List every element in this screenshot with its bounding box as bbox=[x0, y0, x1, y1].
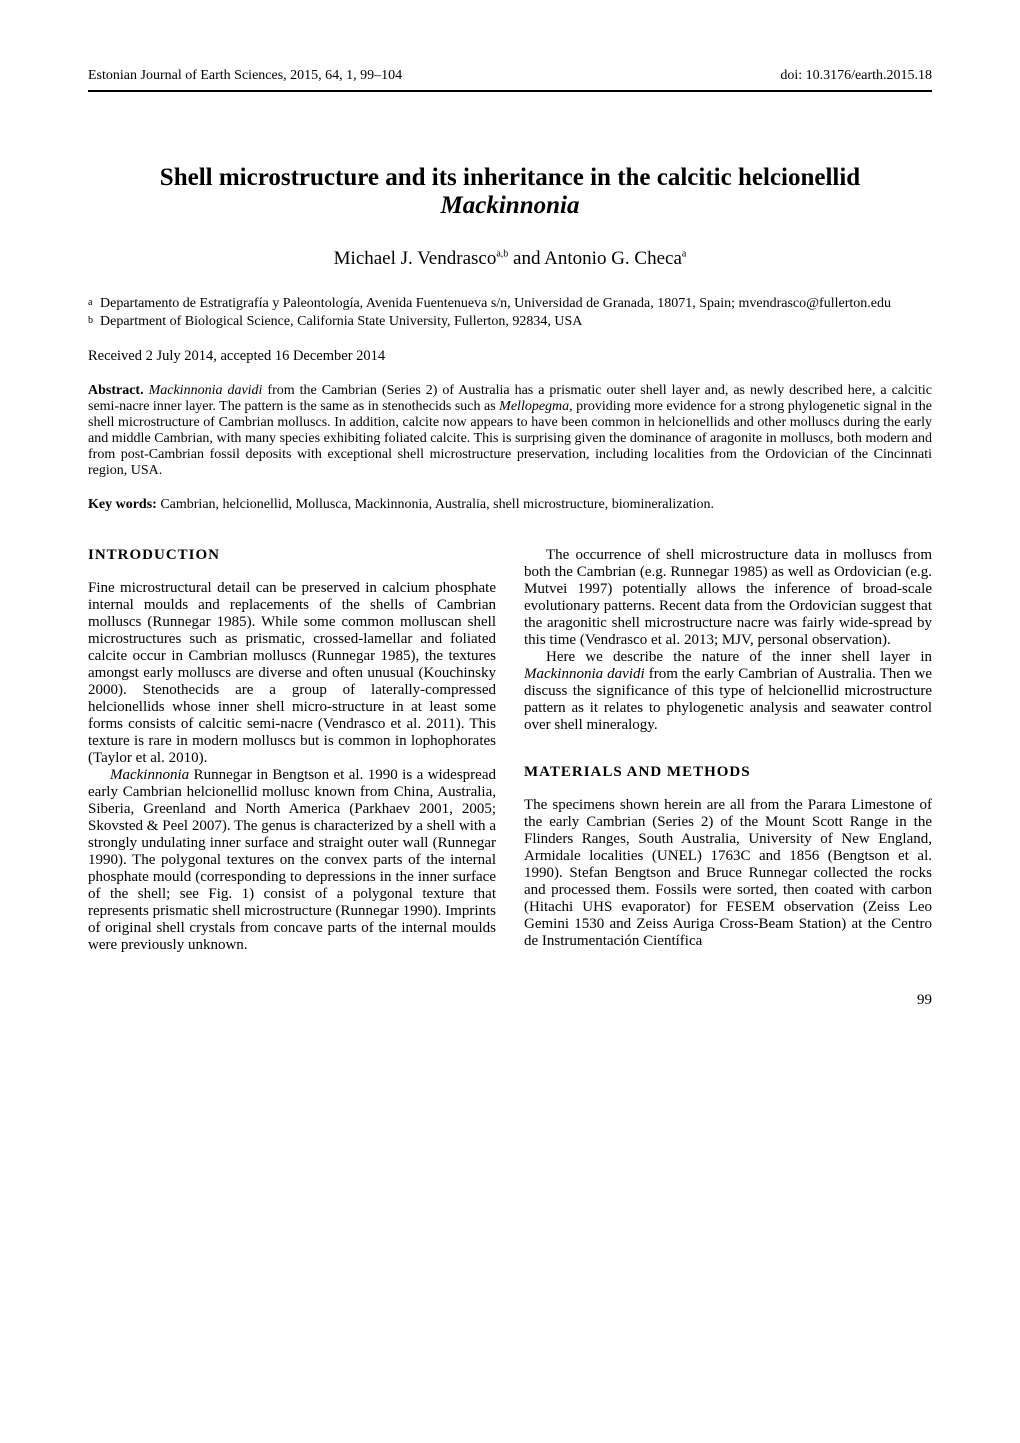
journal-citation: Estonian Journal of Earth Sciences, 2015… bbox=[88, 68, 402, 84]
keywords-text: Cambrian, helcionellid, Mollusca, Mackin… bbox=[160, 497, 714, 512]
affiliations: a Departamento de Estratigrafía y Paleon… bbox=[88, 296, 932, 330]
running-header: Estonian Journal of Earth Sciences, 2015… bbox=[88, 68, 932, 92]
article-title: Shell microstructure and its inheritance… bbox=[88, 164, 932, 220]
methods-paragraph-1: The specimens shown herein are all from … bbox=[524, 797, 932, 950]
introduction-heading: INTRODUCTION bbox=[88, 547, 496, 564]
title-line-2: Mackinnonia bbox=[441, 192, 580, 219]
affiliation-b: b Department of Biological Science, Cali… bbox=[88, 314, 932, 330]
methods-heading: MATERIALS AND METHODS bbox=[524, 764, 932, 781]
doi: doi: 10.3176/earth.2015.18 bbox=[780, 68, 932, 84]
abstract: Abstract. Mackinnonia davidi from the Ca… bbox=[88, 383, 932, 479]
author-2-affil-marker: a bbox=[682, 249, 686, 260]
abstract-label: Abstract. bbox=[88, 383, 149, 398]
left-column: INTRODUCTION Fine microstructural detail… bbox=[88, 547, 496, 954]
title-line-1: Shell microstructure and its inheritance… bbox=[160, 164, 860, 191]
affiliation-text: Departamento de Estratigrafía y Paleonto… bbox=[100, 296, 932, 312]
affiliation-a: a Departamento de Estratigrafía y Paleon… bbox=[88, 296, 932, 312]
intro-paragraph-4: Here we describe the nature of the inner… bbox=[524, 649, 932, 734]
body-columns: INTRODUCTION Fine microstructural detail… bbox=[88, 547, 932, 954]
affiliation-marker: a bbox=[88, 296, 100, 312]
author-1: Michael J. Vendrasco bbox=[334, 248, 497, 269]
keywords: Key words: Cambrian, helcionellid, Mollu… bbox=[88, 497, 932, 513]
keywords-label: Key words: bbox=[88, 497, 160, 512]
author-1-affil-marker: a,b bbox=[496, 249, 508, 260]
affiliation-marker: b bbox=[88, 314, 100, 330]
intro-paragraph-3: The occurrence of shell microstructure d… bbox=[524, 547, 932, 649]
intro-paragraph-1: Fine microstructural detail can be prese… bbox=[88, 580, 496, 767]
intro-paragraph-2: Mackinnonia Runnegar in Bengtson et al. … bbox=[88, 767, 496, 954]
authors-conjunction: and Antonio G. Checa bbox=[508, 248, 682, 269]
page-number: 99 bbox=[88, 992, 932, 1009]
authors: Michael J. Vendrascoa,b and Antonio G. C… bbox=[88, 248, 932, 270]
received-dates: Received 2 July 2014, accepted 16 Decemb… bbox=[88, 348, 932, 365]
right-column: The occurrence of shell microstructure d… bbox=[524, 547, 932, 954]
affiliation-text: Department of Biological Science, Califo… bbox=[100, 314, 932, 330]
